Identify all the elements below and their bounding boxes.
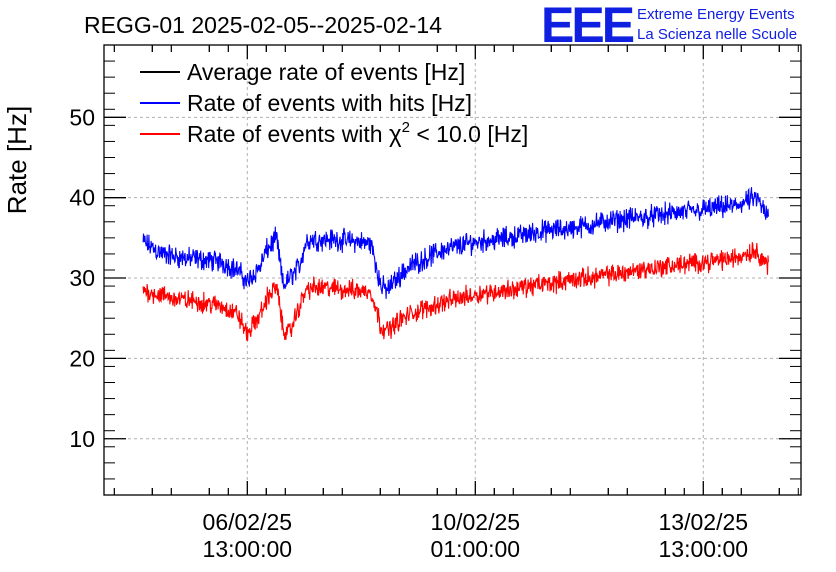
y-tick-label-10: 10 <box>69 426 95 452</box>
eee-logo-line1: Extreme Energy Events <box>637 6 795 23</box>
legend-label-hits: Rate of events with hits [Hz] <box>187 90 472 116</box>
legend-chi2-symbol: χ <box>389 121 402 148</box>
grid <box>104 45 801 495</box>
x-tick-label-date-1: 10/02/25 <box>431 509 521 535</box>
tick-labels: 102030405006/02/2513:00:0010/02/2501:00:… <box>69 104 748 562</box>
series-line-0 <box>142 187 769 299</box>
eee-logo-mark: EEE <box>541 0 634 53</box>
axis-ticks <box>104 44 801 496</box>
y-tick-label-20: 20 <box>69 345 95 371</box>
x-tick-label-time-0: 13:00:00 <box>203 536 293 562</box>
x-tick-label-time-1: 01:00:00 <box>431 536 521 562</box>
legend-label-average: Average rate of events [Hz] <box>187 59 465 85</box>
eee-logo-line2: La Scienza nelle Scuole <box>637 26 797 43</box>
legend: Average rate of events [Hz] Rate of even… <box>140 59 528 148</box>
legend-chi2-suffix: < 10.0 [Hz] <box>410 121 528 147</box>
y-tick-label-50: 50 <box>69 104 95 130</box>
x-tick-label-time-2: 13:00:00 <box>659 536 749 562</box>
x-tick-label-date-2: 13/02/25 <box>659 509 749 535</box>
y-axis-title: Rate [Hz] <box>2 106 32 214</box>
x-tick-label-date-0: 06/02/25 <box>203 509 293 535</box>
data-series <box>142 187 769 341</box>
y-tick-label-40: 40 <box>69 185 95 211</box>
y-tick-label-30: 30 <box>69 265 95 291</box>
eee-logo: EEE Extreme Energy Events La Scienza nel… <box>541 0 797 53</box>
legend-chi2-superscript: 2 <box>402 119 410 136</box>
series-line-1 <box>142 242 769 341</box>
legend-label-chi2: Rate of events with χ2 < 10.0 [Hz] <box>187 119 528 148</box>
chart-title: REGG-01 2025-02-05--2025-02-14 <box>84 12 442 38</box>
legend-chi2-prefix: Rate of events with <box>187 121 389 147</box>
